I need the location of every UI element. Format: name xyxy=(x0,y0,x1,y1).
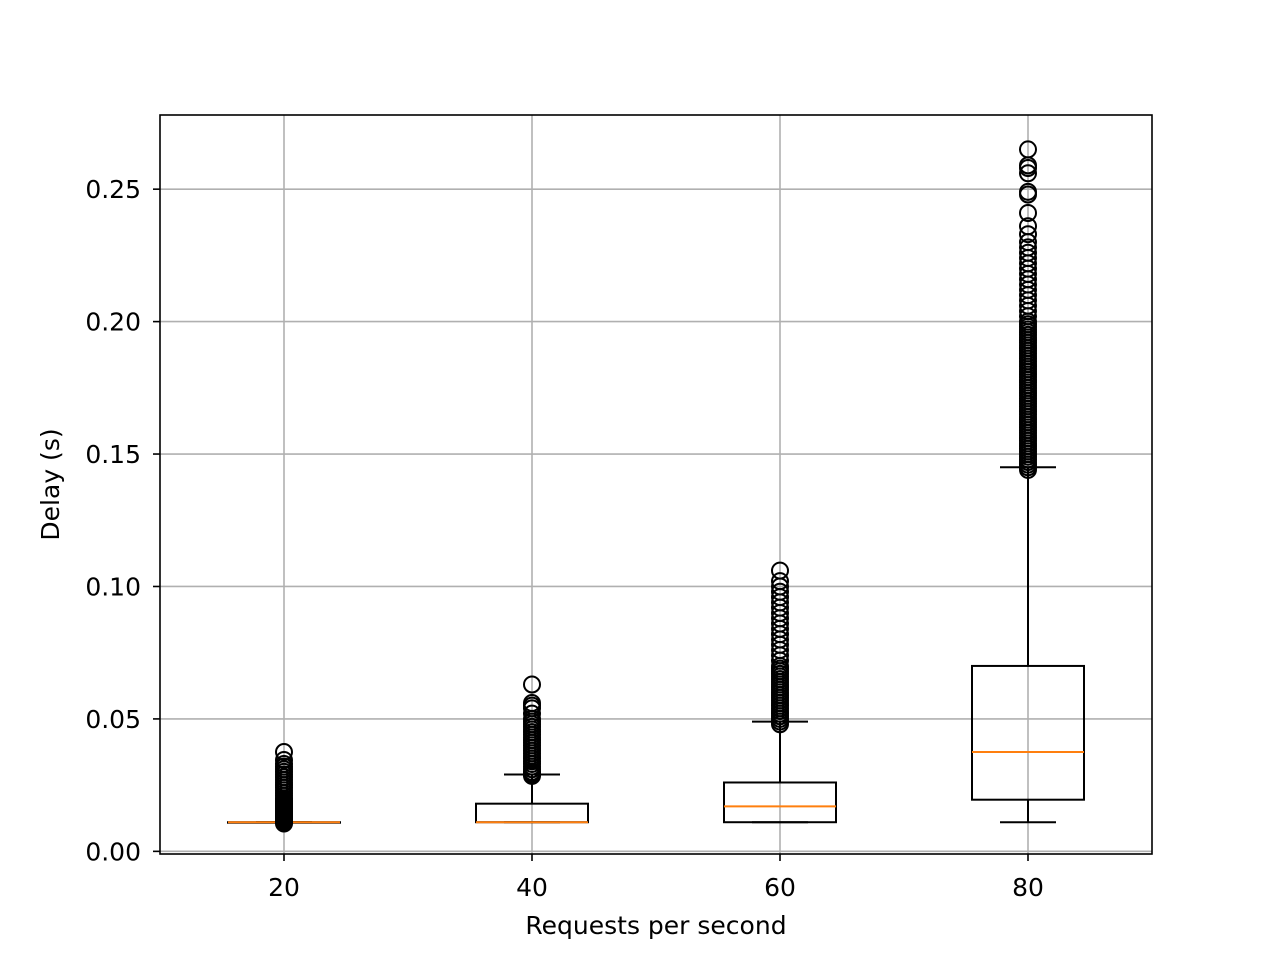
outlier-point xyxy=(1019,225,1037,244)
box-group-80 xyxy=(971,140,1085,824)
outlier-point xyxy=(275,750,293,769)
box-group-60 xyxy=(723,561,837,824)
outlier-point xyxy=(523,694,541,713)
grid-lines xyxy=(160,115,1152,854)
x-tick-label: 40 xyxy=(516,873,548,902)
x-tick-label: 20 xyxy=(268,873,300,902)
outlier-point xyxy=(275,743,293,762)
box-series xyxy=(227,140,1085,833)
y-tick-label: 0.05 xyxy=(85,705,141,734)
outlier-point xyxy=(1019,140,1037,159)
y-tick-label: 0.00 xyxy=(85,837,141,866)
box-iqr xyxy=(723,781,837,824)
y-axis-label: Delay (s) xyxy=(36,428,65,540)
outlier-point xyxy=(1019,243,1037,262)
x-axis-ticks: 20 40 60 80 xyxy=(268,854,1044,902)
box-iqr xyxy=(971,664,1085,801)
x-axis-label: Requests per second xyxy=(525,911,786,940)
outlier-point xyxy=(1019,204,1037,223)
outlier-point xyxy=(771,561,789,580)
outlier-point xyxy=(771,572,789,591)
box-group-20 xyxy=(227,743,341,833)
y-tick-label: 0.10 xyxy=(85,572,141,601)
x-tick-label: 60 xyxy=(764,873,796,902)
y-tick-label: 0.20 xyxy=(85,308,141,337)
box-group-40 xyxy=(475,675,589,824)
outlier-point xyxy=(523,675,541,694)
y-tick-label: 0.15 xyxy=(85,440,141,469)
outlier-point xyxy=(1019,164,1037,183)
plot-area-frame xyxy=(159,114,1153,855)
outlier-point xyxy=(1019,182,1037,201)
outlier-point xyxy=(771,582,789,601)
outlier-point xyxy=(1019,217,1037,236)
outlier-point xyxy=(1019,238,1037,257)
y-axis-ticks: 0.00 0.05 0.10 0.15 0.20 0.25 xyxy=(85,175,160,866)
y-tick-label: 0.25 xyxy=(85,175,141,204)
x-tick-label: 80 xyxy=(1012,873,1044,902)
outlier-point xyxy=(523,704,541,723)
